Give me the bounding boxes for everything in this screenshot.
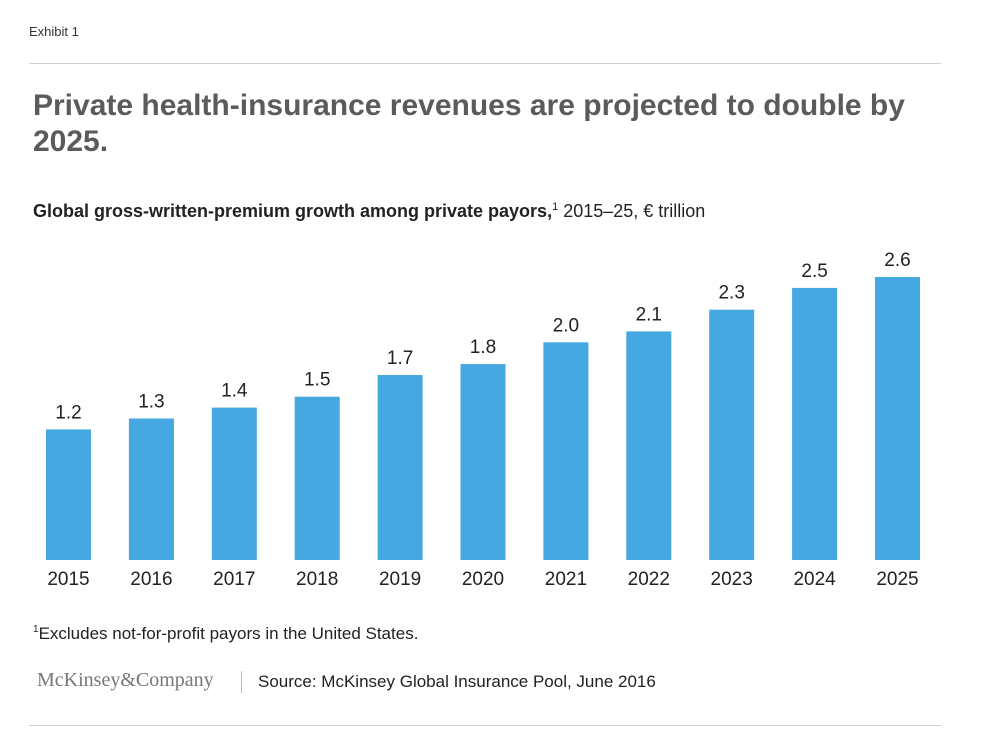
- value-label-2018: 1.5: [304, 370, 330, 391]
- top-divider: [29, 63, 941, 64]
- x-tick-2016: 2016: [130, 569, 172, 590]
- bar-chart: 1.2 2015 1.3 2016 1.4 2017 1.5 2018 1.7 2019 1.8 20…: [46, 250, 920, 590]
- value-label-2024: 2.5: [801, 261, 827, 282]
- value-label-2022: 2.1: [636, 304, 662, 325]
- bar-2023: [709, 309, 755, 560]
- mckinsey-logo: McKinsey&Company: [37, 669, 214, 691]
- bar-2024: [792, 287, 838, 560]
- value-label-2021: 2.0: [553, 315, 579, 336]
- x-tick-2024: 2024: [793, 569, 836, 590]
- logo-divider: [241, 671, 242, 693]
- x-tick-2022: 2022: [628, 569, 670, 590]
- bar-2015: [46, 429, 91, 560]
- value-label-2025: 2.6: [884, 250, 910, 271]
- bar-2021: [543, 342, 589, 560]
- footnote-marker: 1: [33, 624, 39, 635]
- x-tick-2019: 2019: [379, 569, 421, 590]
- x-tick-2017: 2017: [213, 569, 255, 590]
- chart-subtitle-bold: Global gross-written-premium growth amon…: [33, 201, 553, 221]
- chart-subtitle-rest: 2015–25, € trillion: [558, 201, 706, 221]
- x-tick-2021: 2021: [545, 569, 587, 590]
- bar-2025: [875, 277, 920, 560]
- chart-subtitle: Global gross-written-premium growth amon…: [33, 201, 705, 222]
- value-label-2019: 1.7: [387, 348, 413, 369]
- value-label-2016: 1.3: [138, 392, 164, 413]
- bar-2022: [626, 331, 672, 560]
- x-tick-2018: 2018: [296, 569, 338, 590]
- value-label-2020: 1.8: [470, 337, 496, 358]
- footnote-text: Excludes not-for-profit payors in the Un…: [38, 624, 419, 643]
- footnote: 1Excludes not-for-profit payors in the U…: [33, 624, 418, 644]
- x-tick-2015: 2015: [47, 569, 89, 590]
- value-label-2023: 2.3: [718, 283, 744, 304]
- value-label-2017: 1.4: [221, 381, 248, 402]
- bottom-divider: [29, 725, 941, 726]
- exhibit-label: Exhibit 1: [29, 24, 79, 39]
- bar-2016: [128, 418, 174, 560]
- x-tick-2025: 2025: [876, 569, 918, 590]
- x-tick-2023: 2023: [711, 569, 753, 590]
- value-label-2015: 1.2: [55, 402, 81, 423]
- x-tick-2020: 2020: [462, 569, 504, 590]
- bar-2017: [211, 407, 257, 560]
- source-note: Source: McKinsey Global Insurance Pool, …: [258, 672, 656, 691]
- headline: Private health-insurance revenues are pr…: [33, 89, 905, 158]
- bar-2019: [377, 375, 423, 560]
- bar-2020: [460, 364, 506, 560]
- subtitle-footnote-marker: 1: [552, 201, 559, 213]
- bar-2018: [294, 396, 340, 560]
